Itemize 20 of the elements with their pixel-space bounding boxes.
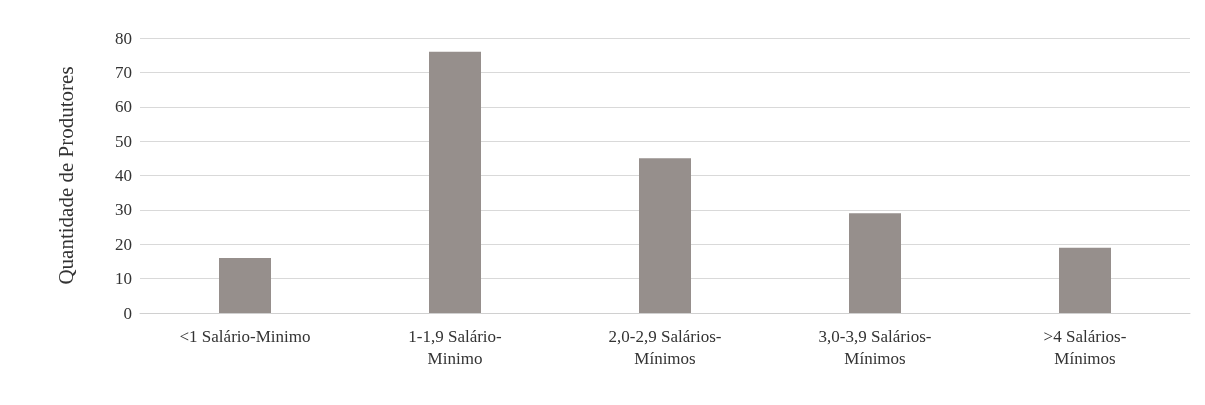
y-tick-label: 60 [115, 97, 132, 117]
x-tick-label: >4 Salários-Mínimos [1043, 326, 1127, 368]
y-tick-label: 0 [123, 303, 132, 323]
x-tick-label: <1 Salário-Minimo [179, 326, 311, 346]
y-tick-label: 50 [115, 131, 132, 151]
bar [429, 51, 481, 313]
y-axis-title: Quantidade de Produtores [54, 66, 78, 285]
bar [1059, 247, 1111, 313]
bar [849, 213, 901, 313]
y-tick-label: 10 [115, 269, 132, 289]
x-tick-label: 1-1,9 Salário-Minimo [408, 326, 503, 368]
y-tick-label: 70 [115, 62, 132, 82]
bar [639, 158, 691, 313]
y-tick-label: 30 [115, 200, 132, 220]
x-tick-label: 2,0-2,9 Salários-Mínimos [608, 326, 722, 368]
y-tick-label: 20 [115, 234, 132, 254]
bar [219, 258, 271, 313]
y-tick-label: 40 [115, 166, 132, 185]
y-tick-label: 80 [115, 28, 132, 48]
x-tick-label: 3,0-3,9 Salários-Mínimos [818, 326, 932, 368]
